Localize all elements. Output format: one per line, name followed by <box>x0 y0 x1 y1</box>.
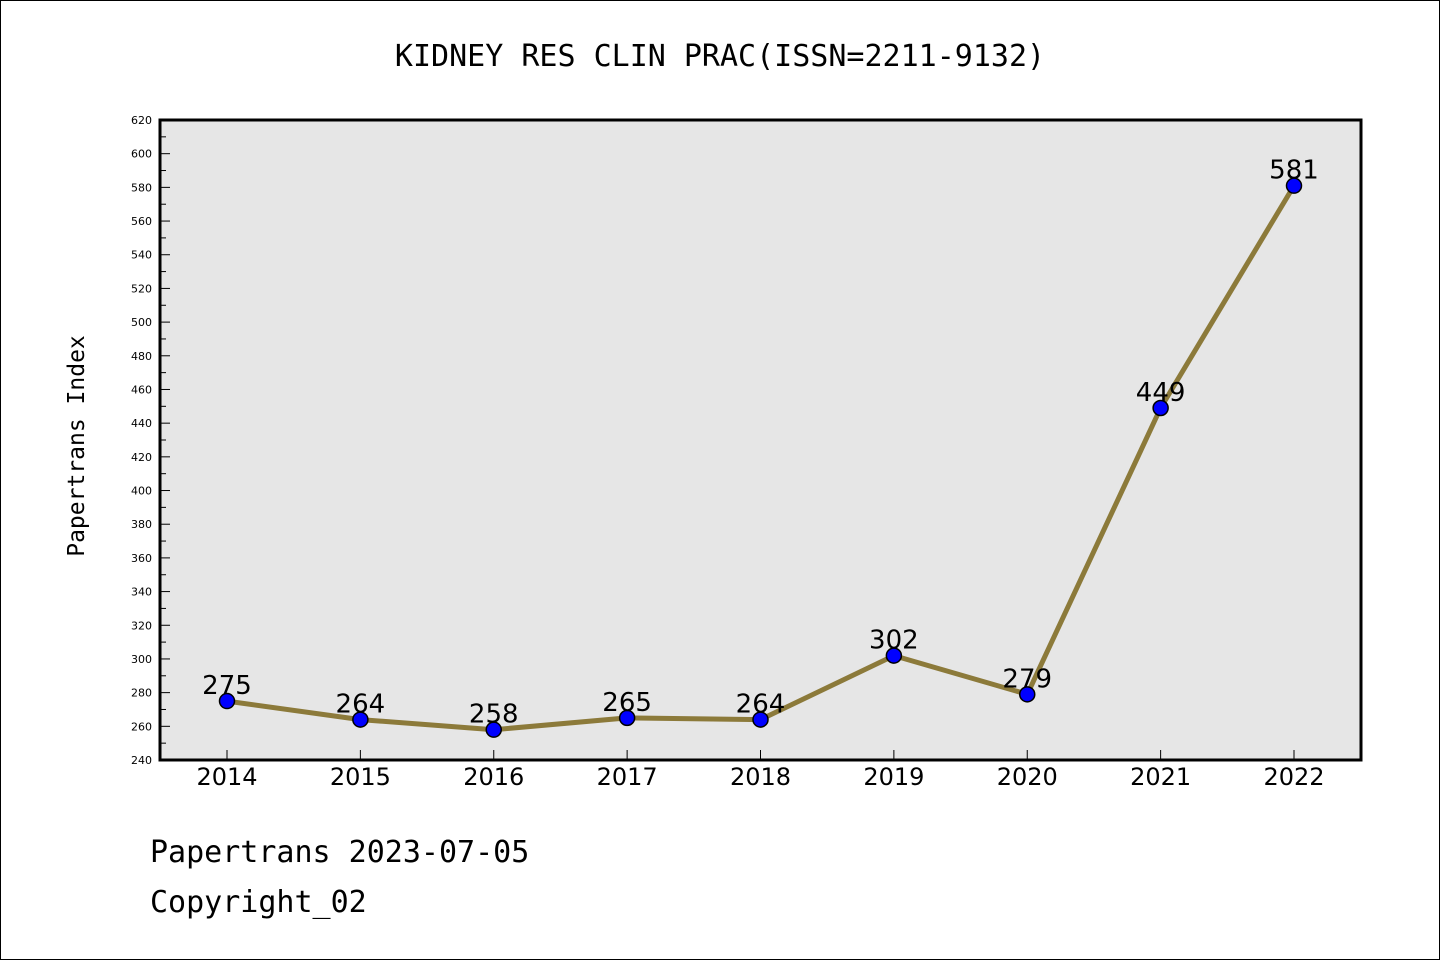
y-tick-label: 540 <box>131 249 152 262</box>
x-axis: 2014 2015 2016 2017 2018 2019 2020 2021 2022 <box>196 750 1325 791</box>
y-tick-label: 600 <box>131 148 152 161</box>
data-label: 265 <box>602 688 652 718</box>
x-tick-label: 2019 <box>863 763 924 791</box>
y-tick-label: 460 <box>131 383 152 396</box>
data-point <box>1285 177 1303 194</box>
y-tick-label: 620 <box>131 114 152 127</box>
y-axis-label: Papertrans Index <box>64 335 90 557</box>
data-point <box>485 721 502 738</box>
data-label: 264 <box>336 690 386 720</box>
data-point <box>1019 686 1036 703</box>
x-tick-label: 2020 <box>997 763 1058 791</box>
data-point <box>618 709 636 727</box>
data-label: 581 <box>1269 156 1319 186</box>
y-tick-label: 400 <box>131 485 152 498</box>
data-point <box>352 711 369 728</box>
footer-copyright-text: Copyright_02 <box>150 885 367 920</box>
y-tick-label: 520 <box>131 282 152 295</box>
data-point <box>885 647 903 664</box>
y-tick-label: 320 <box>131 619 152 632</box>
y-tick-label: 440 <box>131 417 152 430</box>
data-labels: 275 264 258 265 264 302 279 449 581 <box>202 156 1319 730</box>
data-point <box>752 711 769 728</box>
footer-date-text: Papertrans 2023-07-05 <box>150 835 530 870</box>
data-label: 275 <box>202 671 252 701</box>
y-tick-label: 280 <box>131 687 152 700</box>
x-tick-label: 2015 <box>330 763 391 791</box>
y-tick-label: 240 <box>131 754 152 767</box>
y-tick-label: 560 <box>131 215 152 228</box>
y-tick-label: 500 <box>131 316 152 329</box>
x-tick-label: 2017 <box>597 763 658 791</box>
y-tick-label: 580 <box>131 181 152 194</box>
y-axis: 240 260 280 300 320 340 360 380 400 420 440 460 480 5… <box>131 114 170 767</box>
y-tick-label: 360 <box>131 552 152 565</box>
data-point <box>218 692 236 710</box>
data-label: 449 <box>1136 378 1186 408</box>
y-tick-label: 420 <box>131 451 152 464</box>
x-tick-label: 2016 <box>463 763 524 791</box>
x-tick-label: 2014 <box>196 763 257 791</box>
data-point <box>1152 399 1169 417</box>
y-tick-label: 260 <box>131 720 152 733</box>
y-tick-label: 300 <box>131 653 152 666</box>
plot-area <box>158 118 1363 762</box>
data-label: 258 <box>469 700 519 730</box>
x-tick-label: 2021 <box>1130 763 1191 791</box>
data-markers <box>218 177 1303 738</box>
y-tick-label: 480 <box>131 350 152 363</box>
data-label: 302 <box>869 626 919 656</box>
y-tick-label: 340 <box>131 586 152 599</box>
x-tick-label: 2018 <box>730 763 791 791</box>
data-label: 264 <box>736 690 786 720</box>
x-tick-label: 2022 <box>1263 763 1324 791</box>
y-tick-label: 380 <box>131 518 152 531</box>
chart-title: KIDNEY RES CLIN PRAC(ISSN=2211-9132) <box>395 39 1045 74</box>
data-label: 279 <box>1002 664 1052 694</box>
